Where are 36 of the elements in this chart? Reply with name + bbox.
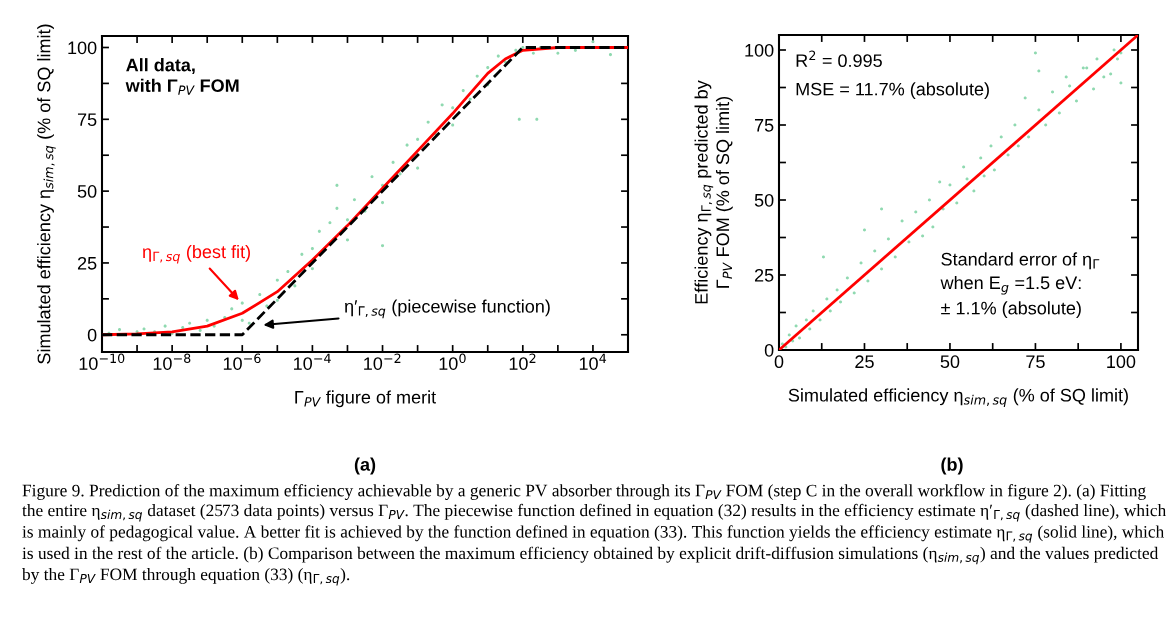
y-tick-label: 50 xyxy=(754,193,774,207)
x-tick-label: 10$^{2}$ xyxy=(509,353,536,370)
text: (b) xyxy=(941,457,963,475)
y-axis-title: Simulated efficiency η$_{sim,sq}$ (% of SQ limit) xyxy=(37,24,56,364)
x-tick-label: 10$^{−2}$ xyxy=(364,353,401,370)
annotation: All data, with Γ$_{PV}$ FOM xyxy=(125,58,239,95)
annotation: MSE = 11.7% (absolute) xyxy=(796,82,989,100)
text: Standard error of η$_{Γ}$ when E$_{g}$ =1.5 eV: ± 1.1% (absolute) xyxy=(940,252,1100,319)
y-tick-label: 50 xyxy=(77,185,97,198)
text: (a) xyxy=(354,457,376,475)
y-tick-label: 0 xyxy=(87,328,97,342)
x-tick-label: 10$^{−8}$ xyxy=(153,353,191,370)
annotation: R$^{2}$ = 0.995 xyxy=(796,50,882,68)
x-tick-label: 75 xyxy=(1026,355,1045,369)
y-tick-label: 0 xyxy=(764,343,774,357)
x-tick-label: 50 xyxy=(940,355,960,369)
x-tick-label: 100 xyxy=(1107,355,1136,369)
y-tick-label: 100 xyxy=(68,41,97,55)
annotation: η′$_{Γ,sq}$ (piecewise function) xyxy=(345,299,550,319)
x-axis-title: Γ$_{PV}$ figure of merit xyxy=(295,390,436,408)
x-tick-label: 0 xyxy=(774,355,784,369)
x-tick-label: 10$^{4}$ xyxy=(579,353,607,370)
y-tick-label: 25 xyxy=(754,268,774,282)
x-axis-title: Simulated efficiency η$_{sim,sq}$ (% of SQ limit) xyxy=(788,388,1128,408)
annotation: η$_{Γ,sq}$ (best fit) xyxy=(142,244,250,264)
y-tick-label: 75 xyxy=(77,113,97,127)
x-tick-label: 10$^{−4}$ xyxy=(294,353,331,370)
y-tick-label: 25 xyxy=(77,256,97,270)
x-tick-label: 10$^{−6}$ xyxy=(223,353,261,370)
text: Figure 9. Prediction of the maximum efficiency achievable by a generic PV absorber through its Γ$_{PV}$ FOM (step C in the overall workflow in figure 2). (a) Fitting the entire η$_{sim,sq}$ dataset (2573 data points) versus Γ$_{PV}$. The piecewise function defined in equation (32) results in the efficiency estimate η′$_{Γ,sq}$ (dashed line), which is mainly of pedagogical value. A better fit is achieved by the function defined in equation (33). This function yields the efficiency estimate η$_{Γ,sq}$ (solid line), which is used in the rest of the article. (b) Comparison between the maximum efficiency obtained by explicit drift-diffusion simulations (η$_{sim,sq}$) and the values predicted by the Γ$_{PV}$ FOM through equation (33) (η$_{Γ,sq}$). xyxy=(22,484,1167,586)
y-tick-label: 100 xyxy=(745,43,774,57)
y-tick-label: 75 xyxy=(754,119,774,132)
x-tick-label: 10$^{−10}$ xyxy=(79,353,125,370)
x-tick-label: 10$^{0}$ xyxy=(439,353,466,370)
x-tick-label: 25 xyxy=(855,355,874,369)
text: Efficiency η$_{Γ,sq}$ predicted by Γ$_{PV}$ FOM (% of SQ limit) xyxy=(694,80,733,304)
